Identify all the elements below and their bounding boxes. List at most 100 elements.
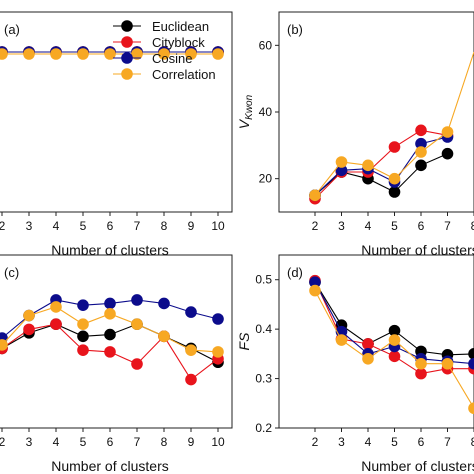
legend-label: Correlation	[152, 67, 216, 82]
data-point	[212, 48, 224, 60]
data-point	[185, 344, 197, 356]
x-tick-label: 5	[80, 219, 87, 233]
data-point	[362, 353, 374, 365]
data-point	[388, 141, 401, 153]
plot-frame	[278, 11, 474, 213]
legend-marker	[121, 36, 133, 48]
data-point	[362, 159, 374, 172]
legend-marker	[121, 20, 133, 32]
data-point	[131, 318, 143, 331]
x-tick-label: 7	[134, 435, 141, 449]
data-point	[468, 402, 474, 415]
data-point	[388, 186, 401, 198]
panel-b: 2 3 4 5 6 7 8 20 40 60 Number of clusters VKwon (b)	[236, 11, 474, 258]
x-tick-label: 5	[80, 435, 87, 449]
data-point	[77, 330, 89, 343]
series-line	[314, 136, 448, 196]
plot-frame	[0, 254, 233, 429]
data-point	[415, 357, 427, 370]
y-tick-label: 60	[259, 38, 273, 52]
data-point	[23, 309, 35, 322]
x-tick-label: 7	[134, 219, 141, 233]
x-tick-label: 2	[0, 435, 6, 449]
data-point	[77, 344, 89, 356]
data-point	[50, 48, 62, 60]
data-point	[50, 318, 62, 331]
series-euclidean	[309, 147, 454, 202]
data-point	[104, 346, 116, 358]
data-point	[309, 276, 321, 288]
data-point	[441, 147, 454, 160]
x-tick-labels: 2 3 4 5 6 7 8 9 10	[0, 212, 225, 233]
x-tick-label: 8	[161, 219, 168, 233]
data-point	[104, 48, 116, 60]
y-tick-label: 40	[259, 105, 273, 119]
series-group	[0, 294, 224, 386]
y-axis-label: FS	[236, 332, 252, 351]
data-point	[415, 146, 427, 158]
x-tick-label: 10	[211, 219, 225, 233]
x-tick-labels: 2 3 4 5 6 7 8 9 10	[0, 428, 225, 449]
x-axis-label: Number of clusters	[51, 242, 168, 258]
legend-label: Cosine	[152, 51, 192, 66]
panel-label: (d)	[287, 265, 303, 280]
data-point	[185, 306, 197, 318]
series-cosine	[309, 131, 454, 202]
plot-frame	[0, 11, 233, 213]
data-point	[131, 48, 143, 60]
x-tick-label: 6	[418, 219, 425, 233]
y-tick-labels: 0.2 0.3 0.4 0.5	[255, 273, 279, 435]
data-point	[23, 48, 35, 60]
data-point	[77, 48, 89, 60]
data-point	[158, 297, 170, 310]
panel-label: (b)	[287, 22, 303, 37]
data-point	[335, 334, 348, 346]
series-line	[314, 129, 448, 200]
series-group	[309, 51, 474, 205]
x-tick-labels: 2 3 4 5 6 7 8	[312, 212, 474, 233]
plot-frame	[278, 254, 474, 429]
data-point	[335, 156, 348, 168]
x-tick-label: 4	[53, 435, 60, 449]
x-axis-label: Number of clusters	[361, 242, 474, 258]
data-point	[131, 358, 143, 370]
x-tick-label: 8	[471, 219, 474, 233]
data-point	[158, 48, 170, 60]
x-tick-label: 8	[161, 435, 168, 449]
data-point	[104, 308, 116, 320]
data-point	[131, 294, 143, 306]
legend-label: Euclidean	[152, 19, 209, 34]
x-axis-label: Number of clusters	[51, 458, 168, 474]
y-tick-labels: 20 40 60	[259, 38, 279, 186]
panel-label: (a)	[4, 22, 20, 37]
data-point	[388, 172, 401, 185]
data-point	[104, 297, 116, 310]
data-point	[77, 318, 89, 331]
series-correlation	[0, 48, 224, 60]
x-tick-label: 2	[312, 435, 319, 449]
legend-marker	[121, 52, 133, 64]
series-correlation	[0, 301, 224, 358]
x-tick-label: 6	[107, 219, 114, 233]
x-axis-label: Number of clusters	[361, 458, 474, 474]
x-tick-label: 2	[312, 219, 319, 233]
x-tick-label: 9	[188, 435, 195, 449]
series-group	[309, 274, 474, 415]
data-point	[23, 323, 35, 336]
panel-d: 2 3 4 5 6 7 8 0.2 0.3 0.4 0.5 Number of clusters FS (…	[236, 254, 474, 474]
data-point	[335, 164, 348, 177]
data-point	[77, 299, 89, 311]
data-point	[415, 124, 427, 137]
data-point	[388, 334, 401, 346]
x-tick-label: 2	[0, 219, 6, 233]
x-tick-label: 9	[188, 219, 195, 233]
x-tick-label: 4	[53, 219, 60, 233]
x-tick-label: 5	[391, 435, 398, 449]
x-tick-labels: 2 3 4 5 6 7 8	[312, 428, 474, 449]
data-point	[441, 126, 454, 138]
x-tick-label: 4	[365, 435, 372, 449]
legend-label: Cityblock	[152, 35, 205, 50]
data-point	[388, 350, 401, 363]
